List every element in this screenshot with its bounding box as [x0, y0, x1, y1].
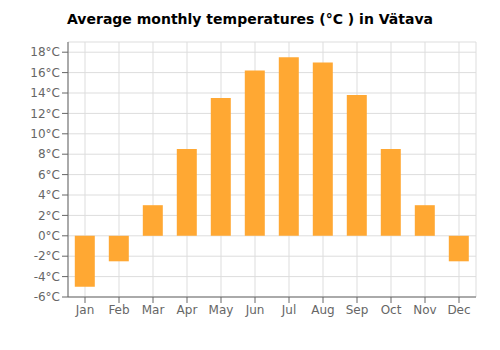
- svg-text:Jul: Jul: [281, 303, 296, 317]
- svg-text:-4°C: -4°C: [34, 270, 60, 284]
- svg-text:Jun: Jun: [245, 303, 265, 317]
- svg-text:-2°C: -2°C: [34, 249, 60, 263]
- svg-text:4°C: 4°C: [38, 188, 60, 202]
- svg-text:8°C: 8°C: [38, 147, 60, 161]
- svg-text:16°C: 16°C: [30, 66, 60, 80]
- svg-text:-6°C: -6°C: [34, 290, 60, 304]
- svg-text:May: May: [209, 303, 234, 317]
- html-text:Average monthly temperatures (: Average monthly temperatures (°C ) in Vä…: [67, 11, 433, 27]
- svg-text:Jan: Jan: [75, 303, 95, 317]
- svg-text:18°C: 18°C: [30, 45, 60, 59]
- svg-text:Dec: Dec: [447, 303, 470, 317]
- svg-text:10°C: 10°C: [30, 127, 60, 141]
- svg-text:6°C: 6°C: [38, 168, 60, 182]
- svg-text:Feb: Feb: [108, 303, 129, 317]
- svg-text:Oct: Oct: [381, 303, 402, 317]
- svg-text:12°C: 12°C: [30, 107, 60, 121]
- svg-text:Nov: Nov: [413, 303, 436, 317]
- svg-text:Aug: Aug: [311, 303, 334, 317]
- svg-text:0°C: 0°C: [38, 229, 60, 243]
- svg-text:Apr: Apr: [177, 303, 198, 317]
- svg-text:2°C: 2°C: [38, 209, 60, 223]
- svg-text:Sep: Sep: [346, 303, 369, 317]
- svg-text:Mar: Mar: [142, 303, 165, 317]
- svg-text:14°C: 14°C: [30, 86, 60, 100]
